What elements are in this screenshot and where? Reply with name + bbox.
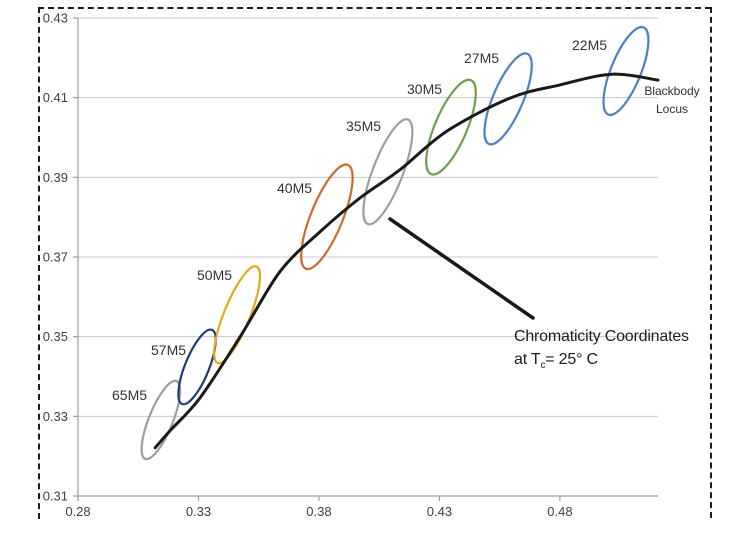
y-tick-label: 0.41 <box>43 90 68 105</box>
y-tick-label: 0.31 <box>43 489 68 504</box>
x-tick-label: 0.48 <box>547 504 572 519</box>
x-tick-label: 0.38 <box>306 504 331 519</box>
x-tick-label: 0.43 <box>427 504 452 519</box>
ellipse-57M5 <box>177 328 217 406</box>
ellipse-label-22M5: 22M5 <box>572 37 607 53</box>
blackbody-locus-label-line2: Locus <box>655 102 689 116</box>
ellipse-label-35M5: 35M5 <box>346 118 381 134</box>
annotation-line1: Chromaticity Coordinates <box>514 328 689 345</box>
blackbody-locus-label: Blackbody Locus <box>638 82 706 118</box>
annotation-leader-line <box>388 217 535 320</box>
ellipse-label-65M5: 65M5 <box>112 387 147 403</box>
ellipse-label-30M5: 30M5 <box>407 81 442 97</box>
ellipse-label-40M5: 40M5 <box>277 180 312 196</box>
ellipse-30M5 <box>425 78 477 176</box>
dashed-border-top <box>38 7 711 9</box>
annotation-line2: at Tc= 25° C <box>514 351 598 371</box>
ellipse-label-57M5: 57M5 <box>151 342 186 358</box>
y-tick-label: 0.35 <box>43 329 68 344</box>
subscript-c: c <box>540 360 546 371</box>
ellipse-35M5 <box>362 118 414 226</box>
y-tick-label: 0.39 <box>43 170 68 185</box>
blackbody-locus-label-line1: Blackbody <box>644 84 700 98</box>
ellipse-label-27M5: 27M5 <box>464 50 499 66</box>
y-tick-label: 0.43 <box>43 11 68 26</box>
y-tick-label: 0.37 <box>43 250 68 265</box>
ellipse-27M5 <box>483 52 533 146</box>
ellipse-40M5 <box>300 163 354 271</box>
ellipse-label-50M5: 50M5 <box>197 267 232 283</box>
x-tick-label: 0.28 <box>65 504 90 519</box>
dashed-border-right <box>710 7 712 518</box>
dashed-border-left <box>38 7 40 519</box>
blackbody-locus-curve <box>153 72 660 450</box>
y-tick-label: 0.33 <box>43 409 68 424</box>
ellipse-65M5 <box>140 379 182 461</box>
annotation-text: Chromaticity Coordinates at Tc= 25° C <box>514 325 689 377</box>
x-tick-label: 0.33 <box>186 504 211 519</box>
